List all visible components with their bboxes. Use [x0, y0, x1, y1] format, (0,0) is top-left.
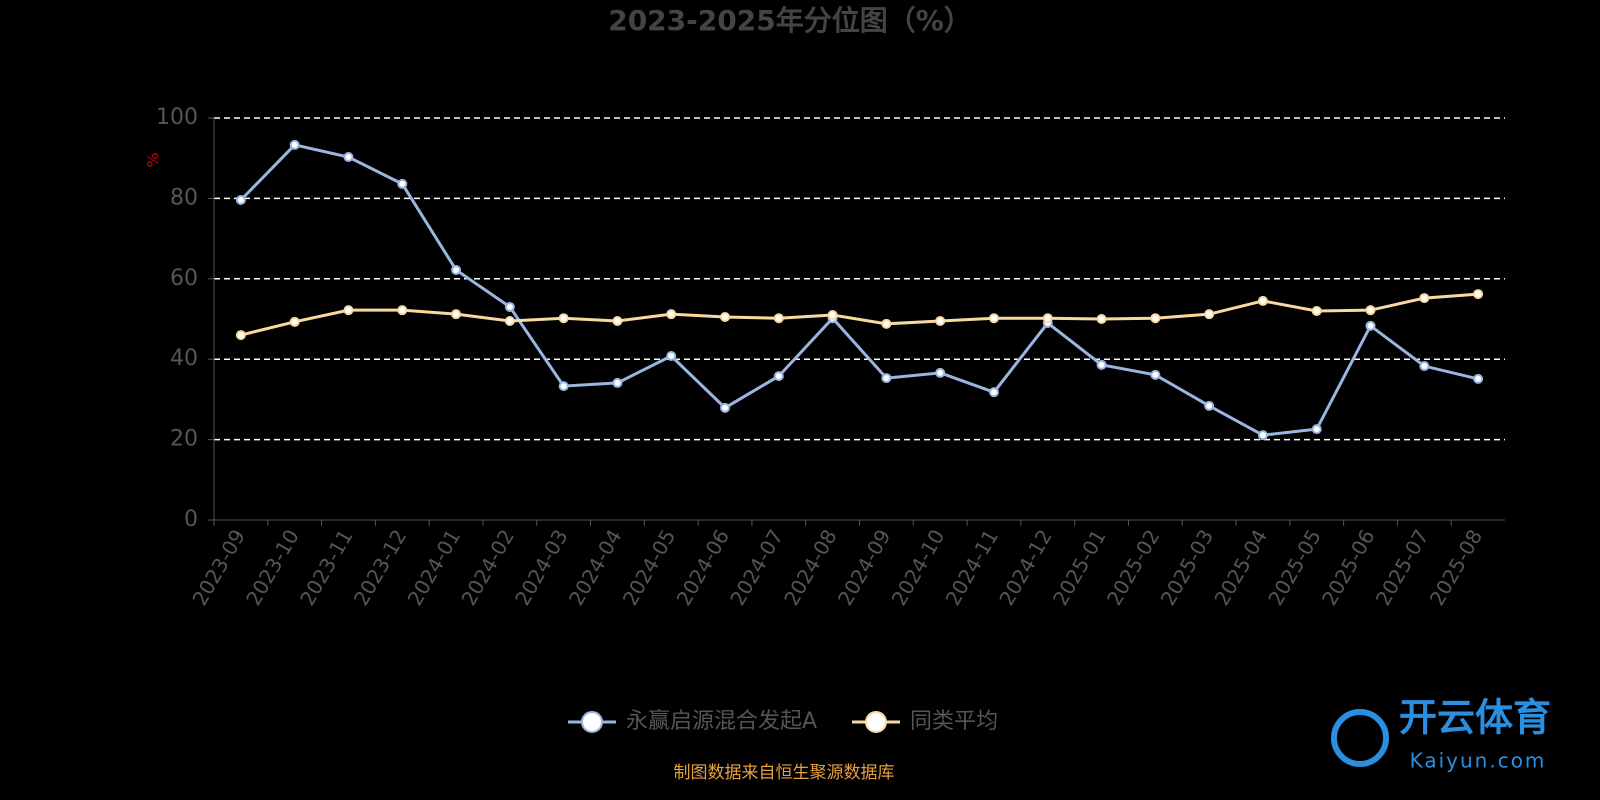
data-point [935, 316, 946, 327]
data-point [343, 151, 354, 162]
y-tick-label: 60 [170, 266, 198, 291]
data-point [558, 313, 569, 324]
data-point [666, 309, 677, 320]
watermark-brand: 开云体育 [1399, 696, 1551, 740]
data-point [773, 313, 784, 324]
watermark-site: Kaiyun.com [1410, 749, 1547, 773]
x-tick-label: 2025-08 [1425, 525, 1488, 609]
data-point [988, 387, 999, 398]
legend-marker [581, 711, 603, 733]
source-note: 制图数据来自恒生聚源数据库 [674, 763, 895, 783]
data-point [1419, 361, 1430, 372]
data-point [612, 377, 623, 388]
data-point [289, 139, 300, 150]
data-point [612, 316, 623, 327]
data-point [451, 264, 462, 275]
data-point [1204, 400, 1215, 411]
data-point [720, 402, 731, 413]
legend-label: 永赢启源混合发起A [626, 709, 817, 734]
data-point [1473, 373, 1484, 384]
data-point [558, 381, 569, 392]
y-tick-label: 20 [170, 427, 198, 452]
data-point [827, 309, 838, 320]
series-line [239, 143, 1479, 437]
chart-title: 2023-2025年分位图（%） [608, 4, 972, 37]
data-point [988, 313, 999, 324]
data-point [1473, 289, 1484, 300]
data-point [935, 367, 946, 378]
data-point [1257, 430, 1268, 441]
data-point [1096, 314, 1107, 324]
data-point [1311, 305, 1322, 316]
data-point [1042, 313, 1053, 324]
y-tick-label: 0 [184, 507, 198, 532]
data-point [504, 301, 515, 312]
data-point [343, 305, 354, 316]
data-point [1311, 424, 1322, 435]
data-point [1257, 295, 1268, 306]
legend-label: 同类平均 [910, 709, 998, 734]
data-point [397, 178, 408, 189]
data-point [666, 350, 677, 361]
y-tick-label: 80 [170, 185, 198, 210]
data-point [1365, 305, 1376, 316]
data-point [235, 330, 246, 341]
series-line [240, 292, 1479, 337]
data-point [1419, 293, 1430, 304]
data-point [1150, 369, 1161, 380]
data-point [1096, 359, 1107, 370]
legend-marker [865, 711, 887, 733]
data-point [451, 309, 462, 320]
data-point [881, 318, 892, 329]
data-point [289, 316, 300, 327]
y-tick-label: 100 [156, 105, 198, 130]
y-axis-label: % [144, 152, 163, 167]
data-point [881, 373, 892, 384]
data-point [720, 311, 731, 322]
data-point [1150, 313, 1161, 324]
watermark-logo [1331, 709, 1389, 767]
data-point [1204, 309, 1215, 320]
data-point [504, 316, 515, 327]
data-point [1365, 320, 1376, 331]
data-point [773, 371, 784, 382]
data-point [235, 195, 246, 206]
data-point [397, 305, 408, 316]
y-tick-label: 40 [170, 346, 198, 371]
